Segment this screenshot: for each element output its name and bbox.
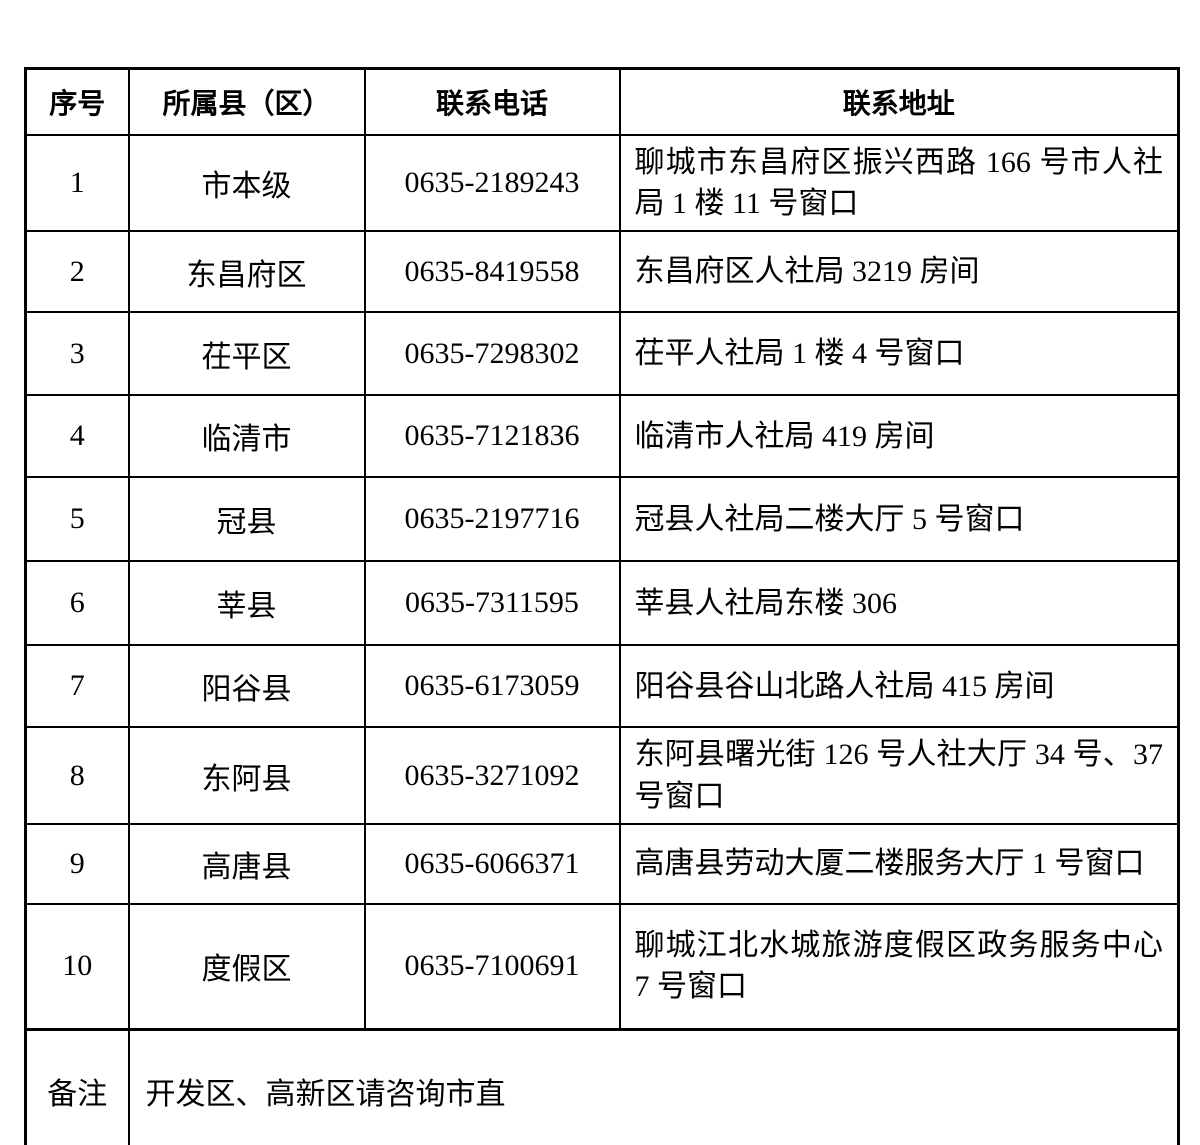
table-row: 9 高唐县 0635-6066371 高唐县劳动大厦二楼服务大厅 1 号窗口	[24, 823, 1180, 906]
header-no: 序号	[24, 67, 130, 136]
phone-cell: 0635-2189243	[363, 133, 621, 233]
table-row: 7 阳谷县 0635-6173059 阳谷县谷山北路人社局 415 房间	[24, 644, 1180, 729]
district-cell: 莘县	[127, 560, 366, 647]
address-cell: 阳谷县谷山北路人社局 415 房间	[618, 644, 1180, 729]
remark-label-cell: 备注	[24, 1027, 130, 1145]
contact-table: 序号 所属县（区） 联系电话 联系地址 1 市本级 0635-2189243 聊…	[24, 67, 1180, 1145]
remark-row: 备注 开发区、高新区请咨询市直	[24, 1027, 1180, 1145]
table-row: 2 东昌府区 0635-8419558 东昌府区人社局 3219 房间	[24, 230, 1180, 314]
district-cell: 茌平区	[127, 311, 366, 397]
row-no-cell: 5	[24, 476, 130, 563]
phone-cell: 0635-7311595	[363, 560, 621, 647]
row-no-cell: 4	[24, 394, 130, 479]
address-cell: 莘县人社局东楼 306	[618, 560, 1180, 647]
row-no-cell: 3	[24, 311, 130, 397]
address-cell: 聊城市东昌府区振兴西路 166 号市人社局 1 楼 11 号窗口	[618, 133, 1180, 233]
district-cell: 高唐县	[127, 823, 366, 906]
address-cell: 东阿县曙光街 126 号人社大厅 34 号、37 号窗口	[618, 726, 1180, 826]
district-cell: 东阿县	[127, 726, 366, 826]
phone-cell: 0635-3271092	[363, 726, 621, 826]
district-cell: 东昌府区	[127, 230, 366, 314]
phone-cell: 0635-2197716	[363, 476, 621, 563]
remark-text-cell: 开发区、高新区请咨询市直	[127, 1027, 1180, 1145]
row-no-cell: 7	[24, 644, 130, 729]
phone-cell: 0635-8419558	[363, 230, 621, 314]
header-phone: 联系电话	[363, 67, 621, 136]
phone-cell: 0635-6173059	[363, 644, 621, 729]
table-header-row: 序号 所属县（区） 联系电话 联系地址	[24, 67, 1180, 136]
table-row: 6 莘县 0635-7311595 莘县人社局东楼 306	[24, 560, 1180, 647]
phone-cell: 0635-7121836	[363, 394, 621, 479]
phone-cell: 0635-7100691	[363, 903, 621, 1031]
district-cell: 临清市	[127, 394, 366, 479]
address-cell: 东昌府区人社局 3219 房间	[618, 230, 1180, 314]
table-row: 4 临清市 0635-7121836 临清市人社局 419 房间	[24, 394, 1180, 479]
header-address: 联系地址	[618, 67, 1180, 136]
table-row: 1 市本级 0635-2189243 聊城市东昌府区振兴西路 166 号市人社局…	[24, 133, 1180, 233]
header-district: 所属县（区）	[127, 67, 366, 136]
district-cell: 市本级	[127, 133, 366, 233]
table-row: 8 东阿县 0635-3271092 东阿县曙光街 126 号人社大厅 34 号…	[24, 726, 1180, 826]
address-cell: 聊城江北水城旅游度假区政务服务中心 7 号窗口	[618, 903, 1180, 1031]
address-cell: 临清市人社局 419 房间	[618, 394, 1180, 479]
row-no-cell: 10	[24, 903, 130, 1031]
table-row: 3 茌平区 0635-7298302 茌平人社局 1 楼 4 号窗口	[24, 311, 1180, 397]
phone-cell: 0635-7298302	[363, 311, 621, 397]
row-no-cell: 1	[24, 133, 130, 233]
address-cell: 茌平人社局 1 楼 4 号窗口	[618, 311, 1180, 397]
row-no-cell: 2	[24, 230, 130, 314]
table-row: 10 度假区 0635-7100691 聊城江北水城旅游度假区政务服务中心 7 …	[24, 903, 1180, 1031]
row-no-cell: 8	[24, 726, 130, 826]
address-cell: 高唐县劳动大厦二楼服务大厅 1 号窗口	[618, 823, 1180, 906]
row-no-cell: 6	[24, 560, 130, 647]
district-cell: 度假区	[127, 903, 366, 1031]
district-cell: 阳谷县	[127, 644, 366, 729]
address-cell: 冠县人社局二楼大厅 5 号窗口	[618, 476, 1180, 563]
table-row: 5 冠县 0635-2197716 冠县人社局二楼大厅 5 号窗口	[24, 476, 1180, 563]
phone-cell: 0635-6066371	[363, 823, 621, 906]
district-cell: 冠县	[127, 476, 366, 563]
row-no-cell: 9	[24, 823, 130, 906]
